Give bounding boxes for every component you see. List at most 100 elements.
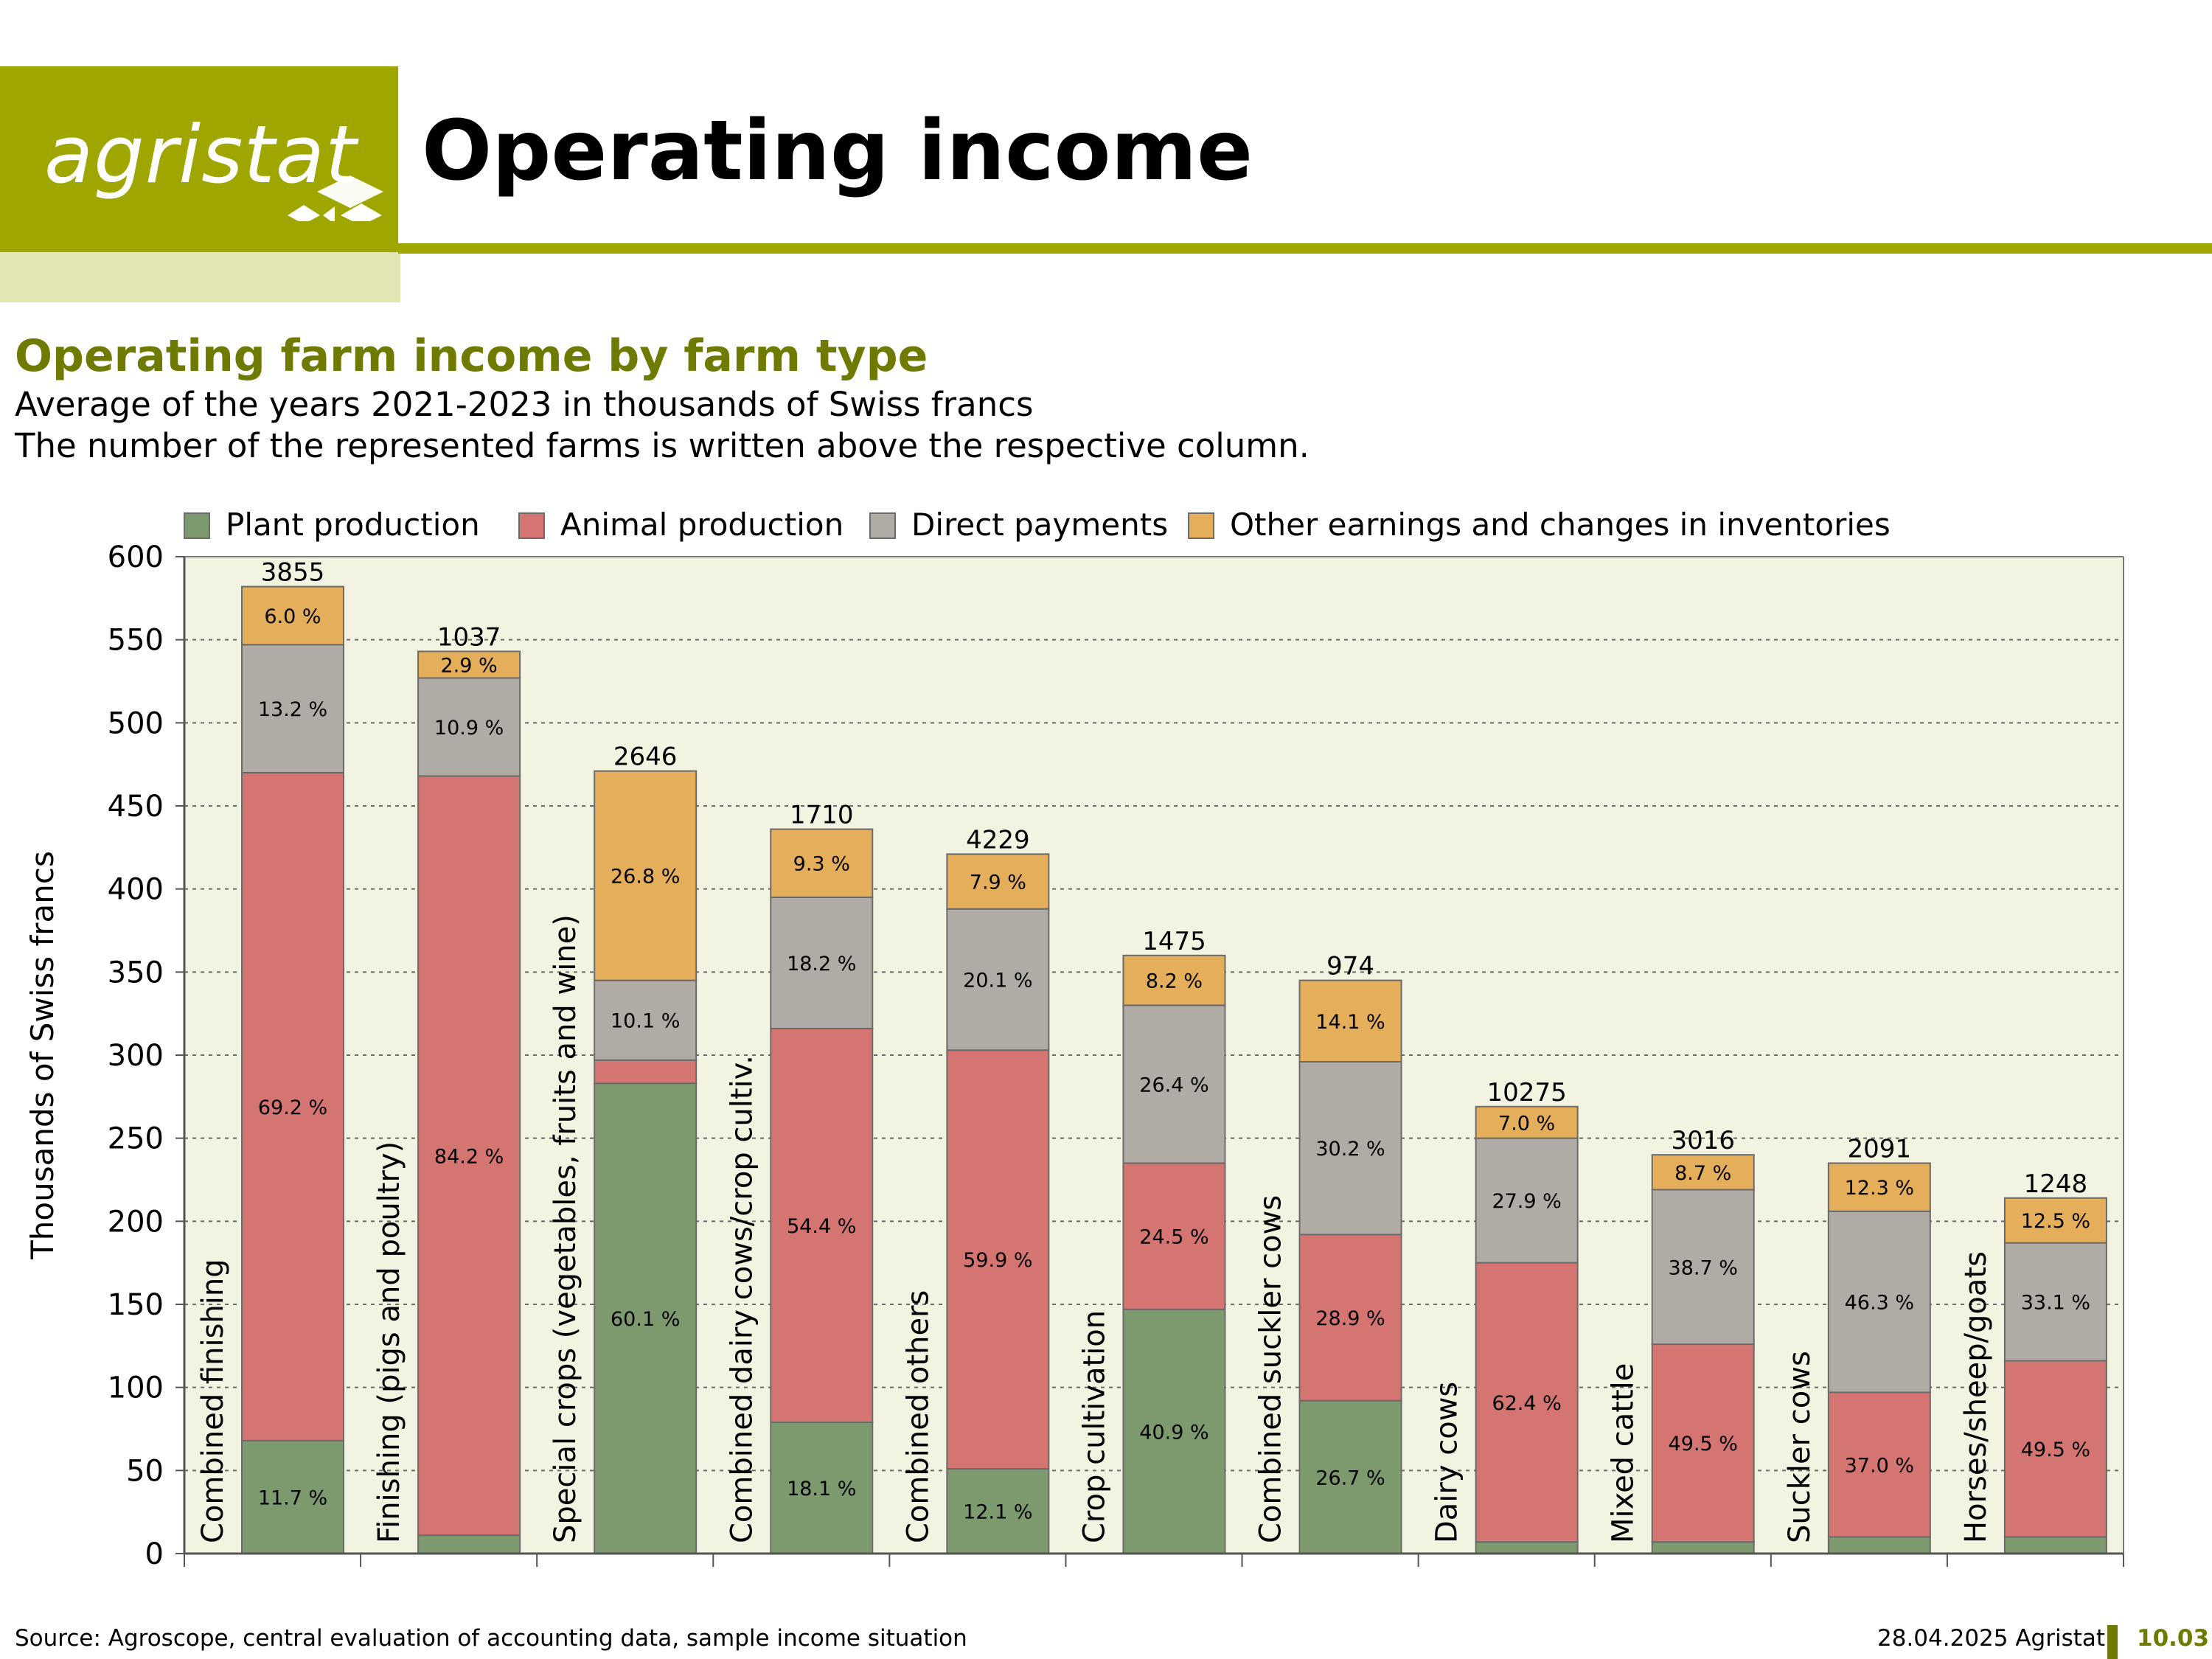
data-label: 20.1 %: [963, 969, 1032, 992]
bar-group: 40.9 % 24.5 % 26.4 % 8.2 % 1475 Crop cultivat…: [1077, 927, 1226, 1554]
legend-label: Animal production: [560, 507, 844, 543]
logo-triangle-shape: [323, 206, 335, 221]
farm-count-label: 10275: [1487, 1078, 1567, 1107]
axes: 0 50 100 150 200 250 300 350 400 450 500 550 600: [108, 540, 2124, 1571]
data-label: 54.4 %: [787, 1215, 856, 1238]
bar-segment-other: [1475, 1105, 1579, 1139]
bar-group: 11.7 % 69.2 % 13.2 % 6.0 % 3855 Combined fini…: [196, 558, 344, 1554]
category-label: Combined suckler cows: [1254, 1195, 1288, 1543]
data-label: 49.5 %: [2021, 1439, 2090, 1461]
bar-segment-other: [1122, 954, 1226, 1006]
farm-count-label: 2646: [613, 742, 678, 772]
data-label: 12.3 %: [1845, 1177, 1914, 1200]
data-label: 24.5 %: [1139, 1226, 1208, 1249]
y-tick-label: 400: [108, 873, 164, 907]
y-axis-label: Thousands of Swiss francs: [24, 851, 60, 1260]
bar-group: 12.1 % 59.9 % 20.1 % 7.9 % 4229 Combined othe…: [901, 825, 1050, 1554]
chart-legend: Plant production Animal production Direct …: [184, 507, 1891, 543]
legend-swatch-other: [1188, 512, 1214, 539]
logo-diamond-shape: [317, 175, 383, 208]
data-label: 8.7 %: [1674, 1162, 1731, 1185]
legend-swatch-direct: [869, 512, 896, 539]
legend-label: Other earnings and changes in inventorie…: [1230, 507, 1891, 543]
y-tick-label: 200: [108, 1205, 164, 1239]
bar-group: 18.1 % 54.4 % 18.2 % 9.3 % 1710 Combined dair…: [725, 801, 874, 1555]
page-title: Operating income: [422, 103, 1253, 199]
category-label: Combined others: [901, 1290, 935, 1543]
category-label: Mixed cattle: [1607, 1363, 1641, 1543]
bar-segment-animal: [417, 775, 521, 1537]
data-label: 62.4 %: [1492, 1392, 1561, 1415]
farm-count-label: 3855: [261, 558, 325, 588]
y-tick-label: 300: [108, 1039, 164, 1073]
farm-count-label: 4229: [966, 825, 1030, 855]
bar-segment-plant: [1298, 1399, 1402, 1555]
legend-swatch-plant: [184, 512, 210, 539]
bar-segment-animal: [1475, 1262, 1579, 1543]
logo-wordmark: agristat: [44, 109, 358, 201]
logo-triangles-icon: [288, 175, 383, 221]
bar-segment-animal: [241, 771, 344, 1441]
bar-segment-direct: [946, 908, 1050, 1051]
data-label: 69.2 %: [258, 1096, 327, 1119]
data-label: 49.5 %: [1669, 1433, 1738, 1455]
y-tick-label: 150: [108, 1288, 164, 1322]
bar-segment-other: [1651, 1154, 1755, 1191]
data-label: 38.7 %: [1669, 1256, 1738, 1279]
y-tick-label: 0: [145, 1537, 164, 1571]
bar-segment-direct: [417, 677, 521, 777]
chart-subtitle-period: Average of the years 2021-2023 in thousa…: [15, 385, 1034, 424]
data-label: 14.1 %: [1315, 1011, 1385, 1034]
category-label: Combined finishing: [196, 1259, 230, 1543]
data-label: 7.9 %: [970, 872, 1026, 894]
category-label: Horses/sheep/goats: [1959, 1251, 1993, 1543]
legend-label: Direct payments: [911, 507, 1168, 543]
bar-segment-direct: [1827, 1210, 1931, 1394]
data-label: 40.9 %: [1139, 1421, 1208, 1444]
data-label: 37.0 %: [1845, 1454, 1914, 1477]
category-label: Special crops (vegetables, fruits and wi…: [549, 914, 582, 1543]
y-tick-label: 450: [108, 790, 164, 824]
category-label: Dairy cows: [1430, 1382, 1464, 1543]
footer-divider: [2107, 1625, 2118, 1659]
bar-segment-other: [594, 770, 698, 981]
bar-segment-direct: [1122, 1004, 1226, 1164]
bar-segment-other: [770, 828, 874, 898]
bar-segment-direct: [1475, 1137, 1579, 1264]
bar-segment-direct: [1651, 1189, 1755, 1346]
category-label: Combined dairy cows/crop cultiv.: [725, 1055, 759, 1543]
data-label: 33.1 %: [2021, 1292, 2090, 1315]
bar-group: 49.5 % 38.7 % 8.7 % 3016 Mixed cattle: [1607, 1126, 1755, 1554]
data-label: 2.9 %: [440, 654, 497, 677]
bar-segment-animal: [1298, 1234, 1402, 1402]
logo-background: [0, 66, 398, 252]
bar-group: 62.4 % 27.9 % 7.0 % 10275 Dairy cows: [1430, 1078, 1579, 1554]
bar-segment-other: [1827, 1162, 1931, 1212]
chart-title: Operating farm income by farm type: [15, 330, 928, 382]
header-rule: [398, 243, 2212, 254]
legend-swatch-animal: [518, 512, 545, 539]
bar-segment-plant: [2003, 1536, 2107, 1554]
bar-segment-animal: [770, 1027, 874, 1423]
category-label: Suckler cows: [1783, 1351, 1817, 1543]
bar-segment-plant: [1651, 1541, 1755, 1554]
data-label: 28.9 %: [1315, 1307, 1385, 1330]
data-label: 7.0 %: [1498, 1112, 1555, 1135]
bar-segment-animal: [594, 1059, 698, 1085]
farm-count-label: 1475: [1142, 927, 1206, 956]
farm-count-label: 974: [1326, 952, 1374, 981]
bar-group: 26.7 % 28.9 % 30.2 % 14.1 % 974 Combined suck…: [1254, 952, 1402, 1555]
data-label: 26.7 %: [1315, 1467, 1385, 1489]
data-label: 11.7 %: [258, 1486, 327, 1509]
bar-segment-direct: [770, 896, 874, 1029]
category-label: Crop cultivation: [1077, 1310, 1111, 1543]
farm-count-label: 2091: [1848, 1134, 1912, 1164]
data-label: 18.1 %: [787, 1478, 856, 1500]
logo-underlay: [0, 252, 400, 302]
data-label: 46.3 %: [1845, 1292, 1914, 1315]
data-label: 10.1 %: [611, 1010, 680, 1033]
bar-group: 37.0 % 46.3 % 12.3 % 2091 Suckler cows: [1783, 1134, 1931, 1554]
data-label: 26.4 %: [1139, 1074, 1208, 1096]
data-label: 30.2 %: [1315, 1138, 1385, 1161]
